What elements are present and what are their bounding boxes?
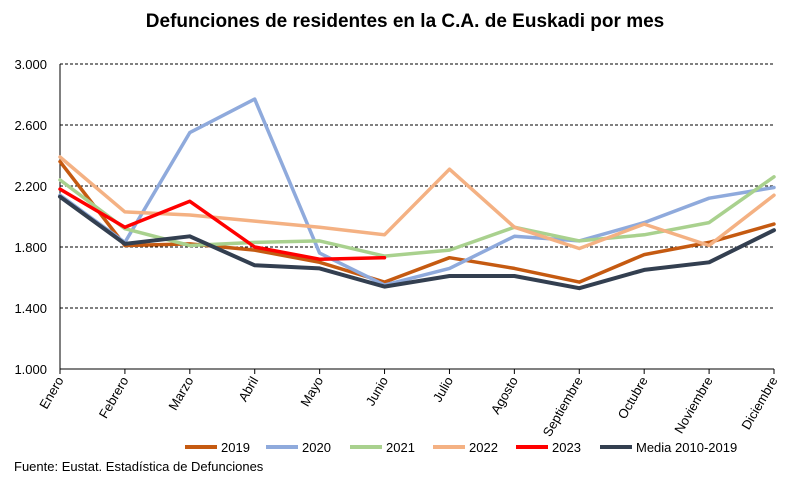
y-tick-label: 1.000	[14, 362, 47, 377]
x-tick-label-febrero: Febrero	[96, 374, 132, 421]
legend-label-2019: 2019	[221, 440, 250, 455]
y-tick-label: 2.600	[14, 118, 47, 133]
x-tick-label-mayo: Mayo	[297, 374, 326, 409]
series-line-2021	[58, 175, 776, 258]
legend-label-2020: 2020	[302, 440, 331, 455]
y-tick-labels: 1.000 1.400 1.800 2.200 2.600 3.000	[14, 57, 47, 377]
x-tick-label-septiembre: Septiembre	[540, 374, 586, 439]
legend-label-media-2010-2019: Media 2010-2019	[636, 440, 737, 455]
x-tick-labels: Enero Febrero Marzo Abril Mayo Junio Julio Agos…	[36, 374, 780, 439]
x-tick-label-junio: Junio	[363, 374, 392, 408]
chart-title: Defunciones de residentes en la C.A. de …	[146, 11, 664, 32]
y-tick-label: 2.200	[14, 179, 47, 194]
y-tick-label: 1.400	[14, 301, 47, 316]
series-line-2022	[58, 155, 776, 251]
x-tick-label-abril: Abril	[235, 374, 261, 404]
legend-label-2021: 2021	[386, 440, 415, 455]
series-line-2019	[58, 159, 776, 284]
x-tick-label-noviembre: Noviembre	[671, 374, 715, 436]
series-line-2023	[58, 187, 387, 261]
source-note: Fuente: Eustat. Estadística de Defuncion…	[14, 459, 264, 474]
x-tick-label-diciembre: Diciembre	[738, 374, 780, 432]
grid-lines	[60, 63, 774, 309]
x-tick-label-agosto: Agosto	[488, 374, 521, 417]
legend-label-2023: 2023	[552, 440, 581, 455]
axes	[59, 64, 775, 374]
legend: 2019 2020 2021 2022 2023 Media 2010-2019	[185, 440, 737, 455]
y-tick-label: 3.000	[14, 57, 47, 72]
x-tick-label-julio: Julio	[430, 374, 456, 405]
x-tick-label-octubre: Octubre	[615, 374, 651, 422]
series-line-media-2010-2019	[58, 194, 776, 291]
series-lines	[58, 97, 776, 291]
x-tick-label-enero: Enero	[36, 374, 66, 412]
series-line-2020	[58, 97, 776, 287]
y-tick-label: 1.800	[14, 240, 47, 255]
legend-label-2022: 2022	[469, 440, 498, 455]
x-tick-label-marzo: Marzo	[165, 374, 196, 413]
